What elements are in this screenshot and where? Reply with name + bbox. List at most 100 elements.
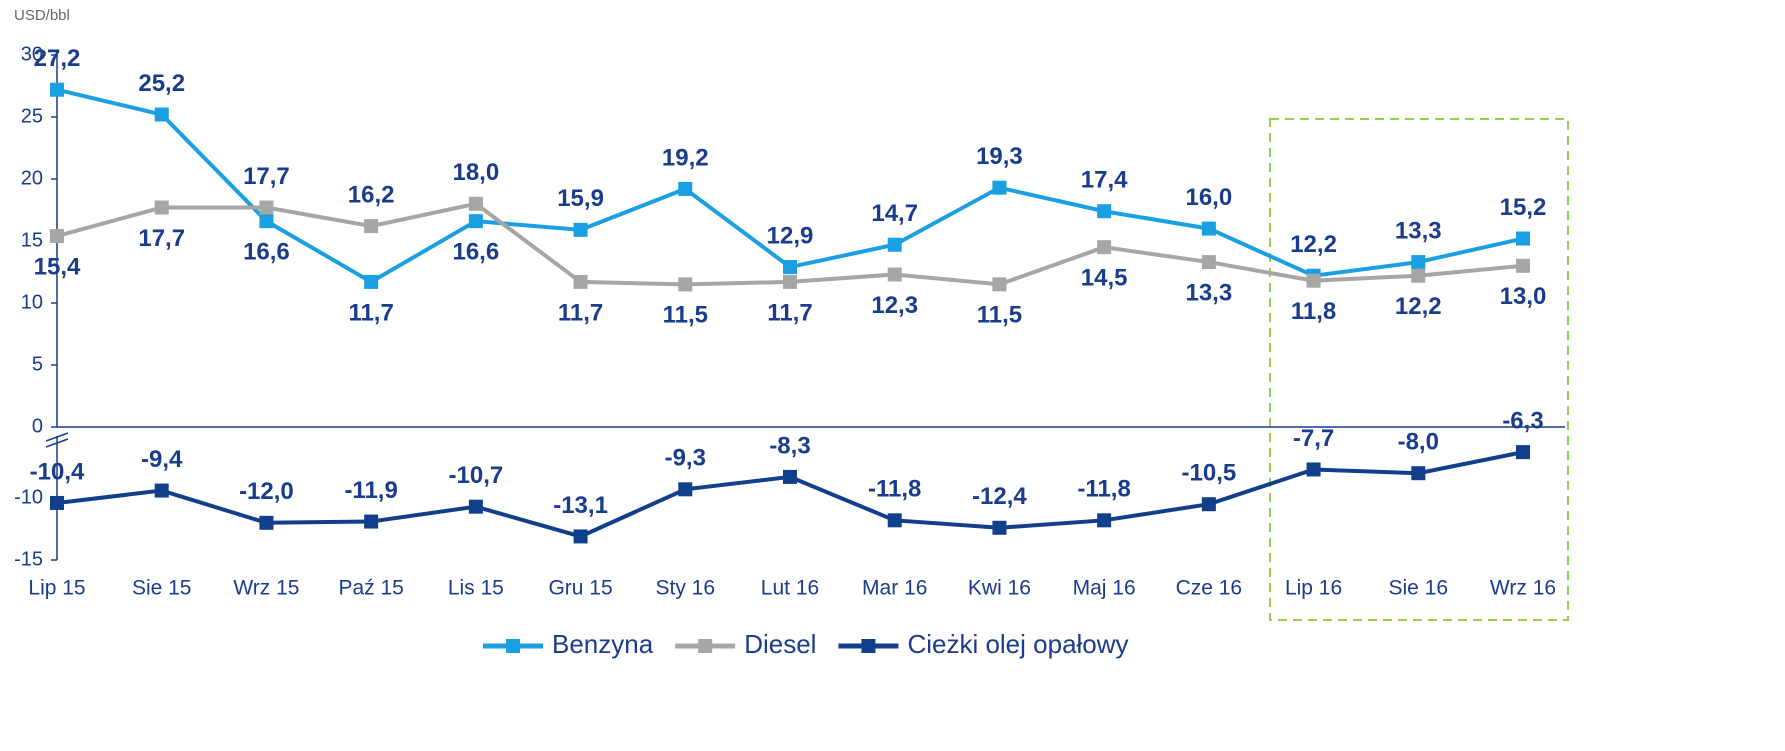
point [50,495,64,510]
point [678,482,693,497]
point [364,219,379,234]
y-tick-label: -15 [14,548,43,570]
point [1306,462,1321,477]
point [154,107,169,122]
point [1201,497,1216,512]
point [1516,231,1530,246]
point [573,529,588,544]
y-tick-label: 15 [21,229,43,251]
data-label: 15,9 [557,185,604,212]
point [992,180,1007,195]
point [50,229,64,244]
data-label: 12,2 [1395,293,1442,320]
point [468,499,483,514]
data-label: 11,7 [558,299,603,326]
x-tick-label: Wrz 15 [233,577,299,600]
y-tick-label: 0 [32,415,43,437]
point [1097,240,1112,255]
point [1097,513,1112,528]
data-label: -13,1 [553,492,608,519]
data-label: -11,9 [344,477,397,504]
data-label: -12,4 [972,483,1027,510]
data-label: 11,7 [348,299,393,326]
y-tick-label: 5 [32,353,43,375]
y-axis-label: USD/bbl [14,7,70,24]
x-tick-label: Lis 15 [448,577,504,600]
point [573,222,588,237]
point [259,515,274,530]
x-tick-label: Maj 16 [1073,577,1136,600]
point [1306,273,1321,288]
data-label: 16,6 [452,239,499,266]
data-label: 17,4 [1081,167,1128,194]
x-tick-label: Sty 16 [656,577,716,600]
data-label: -9,4 [141,446,183,473]
x-tick-label: Wrz 16 [1490,577,1556,600]
point [783,469,797,484]
legend-marker [698,639,713,653]
data-label: 11,5 [977,302,1022,329]
data-label: 25,2 [138,70,185,97]
y-tick-label: -10 [14,486,43,508]
data-label: 13,3 [1185,279,1232,306]
x-tick-label: Cze 16 [1176,577,1243,600]
y-tick-label: 10 [21,291,43,313]
point [154,200,169,215]
point [678,181,693,196]
point [887,237,902,252]
data-label: 15,4 [34,253,81,280]
point [678,277,693,292]
data-label: -12,0 [239,478,294,505]
data-label: -7,7 [1293,425,1334,452]
data-label: 16,2 [348,181,395,208]
point [1201,221,1216,236]
point [468,196,483,211]
data-label: 13,3 [1395,217,1442,244]
data-label: 15,2 [1500,194,1547,221]
x-tick-label: Kwi 16 [968,577,1031,600]
point [468,214,483,229]
data-label: 12,3 [871,292,918,319]
data-label: 16,0 [1185,184,1232,211]
data-label: 12,9 [767,222,814,249]
legend-label: Benzyna [552,629,654,659]
point [259,214,274,229]
data-label: 12,2 [1290,231,1337,258]
point [1201,255,1216,270]
point [992,277,1007,292]
point [259,200,274,215]
x-tick-label: Sie 15 [132,577,192,600]
point [783,260,797,275]
x-tick-label: Sie 16 [1389,577,1449,600]
data-label: -6,3 [1502,407,1543,434]
data-label: 11,7 [767,299,812,326]
legend-label: Diesel [744,629,816,659]
data-label: -10,5 [1182,460,1237,487]
y-tick-label: 25 [21,105,43,127]
point [887,513,902,528]
data-label: -10,7 [449,462,504,489]
data-label: 14,7 [871,200,918,227]
x-tick-label: Gru 15 [548,577,612,600]
point [887,267,902,282]
data-label: 17,7 [138,225,185,252]
legend-label: Cieżki olej opałowy [907,629,1128,659]
point [364,514,379,529]
data-label: -8,3 [769,432,810,459]
y-tick-label: 30 [21,43,43,65]
point [1411,255,1426,270]
data-label: 13,0 [1500,283,1547,310]
point [364,274,379,289]
x-tick-label: Paź 15 [338,577,403,600]
point [154,483,169,498]
point [992,520,1007,535]
data-label: -11,8 [1077,476,1130,503]
point [50,82,64,97]
x-tick-label: Lip 15 [28,577,85,600]
x-tick-label: Mar 16 [862,577,927,600]
legend-marker [861,639,876,653]
data-label: 11,5 [663,302,708,329]
x-tick-label: Lip 16 [1285,577,1342,600]
point [1516,445,1530,460]
